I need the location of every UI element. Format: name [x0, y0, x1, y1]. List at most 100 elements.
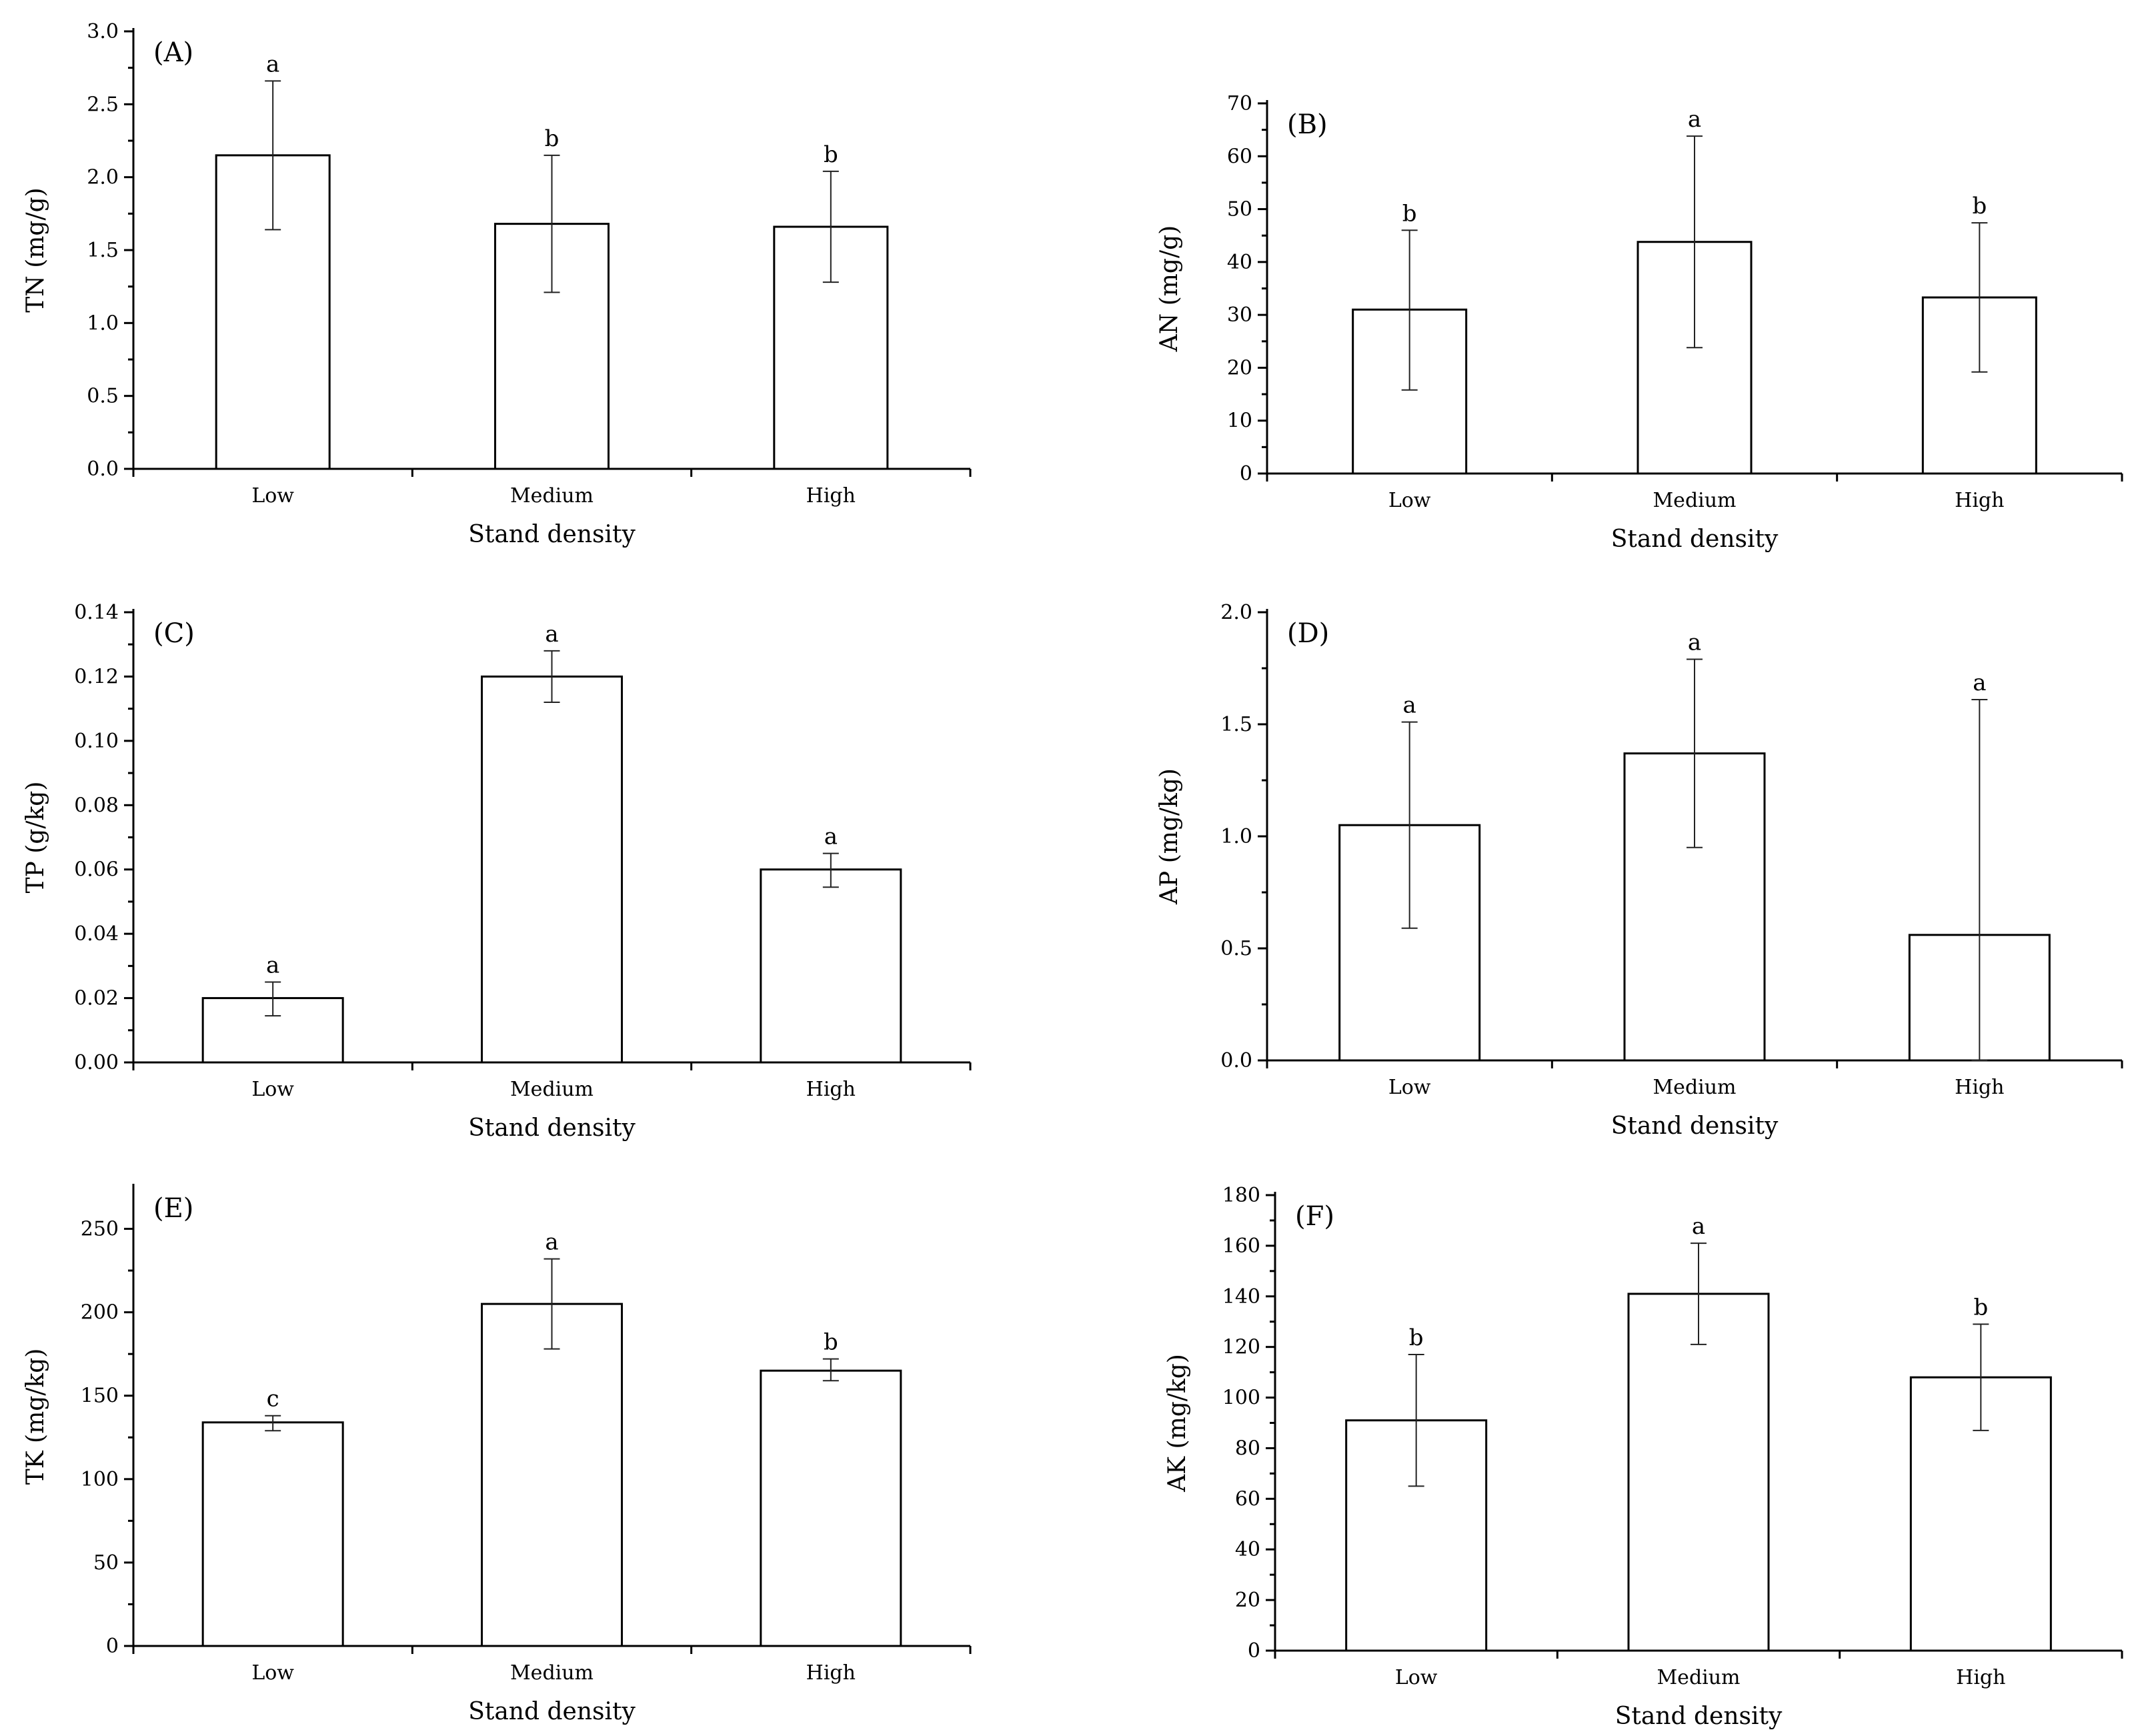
y-tick-label: 2.0: [1220, 601, 1252, 624]
x-tick-label: Low: [251, 1661, 294, 1685]
y-tick-label: 250: [81, 1218, 119, 1241]
panel-d: 0.0 0.5 1.0 1.5 2.0 a Low a Medium a High Stand den…: [1156, 601, 2123, 1140]
y-tick-label: 0.06: [74, 858, 119, 882]
y-tick-label: 30: [1227, 303, 1252, 327]
significance-letter: a: [1688, 630, 1701, 656]
x-tick-label: High: [806, 484, 856, 508]
y-axis-title: AN (mg/g): [1156, 225, 1183, 352]
y-tick-label: 100: [1222, 1387, 1260, 1410]
panel-letter: (E): [153, 1193, 193, 1224]
x-tick-label: Medium: [510, 1078, 594, 1101]
bar-medium: [481, 675, 623, 1064]
y-tick-label: 0.0: [87, 458, 119, 481]
significance-letter: b: [545, 125, 560, 152]
significance-letter: a: [266, 51, 279, 77]
x-axis-title: Stand density: [468, 1114, 636, 1142]
y-tick-label: 0.5: [87, 385, 119, 408]
y-tick-label: 40: [1235, 1538, 1260, 1561]
significance-letter: a: [266, 952, 279, 978]
y-tick-label: 20: [1235, 1589, 1260, 1612]
y-tick-label: 0.0: [1220, 1049, 1252, 1072]
y-tick-label: 0.14: [74, 601, 119, 624]
bar-medium: [1627, 1292, 1770, 1652]
y-tick-label: 3.0: [87, 20, 119, 43]
x-tick-label: Low: [1388, 1076, 1431, 1099]
y-tick-label: 180: [1222, 1184, 1260, 1207]
panel-letter: (B): [1287, 109, 1328, 140]
y-tick-label: 2.5: [87, 93, 119, 116]
y-tick-label: 1.5: [87, 239, 119, 262]
y-tick-label: 0.08: [74, 794, 119, 817]
y-tick-label: 160: [1222, 1234, 1260, 1258]
y-axis-title: TK (mg/kg): [22, 1349, 49, 1485]
x-tick-label: Low: [1388, 489, 1431, 512]
x-axis-title: Stand density: [1615, 1703, 1783, 1730]
panel-f: 0 20 40 60 80 100 120 140 160 180 b Low a Medium b High…: [1164, 1184, 2123, 1730]
significance-letter: a: [1688, 106, 1701, 133]
significance-letter: b: [1409, 1325, 1424, 1351]
x-tick-label: Medium: [1653, 489, 1736, 512]
y-tick-label: 0.04: [74, 922, 119, 946]
bar-high: [760, 1369, 902, 1647]
significance-letter: a: [545, 621, 558, 648]
y-tick-label: 0: [1240, 462, 1252, 486]
y-tick-label: 1.0: [1220, 825, 1252, 848]
x-tick-label: Medium: [510, 484, 594, 508]
y-tick-label: 40: [1227, 251, 1252, 274]
y-tick-label: 10: [1227, 409, 1252, 433]
x-tick-label: Low: [251, 1078, 294, 1101]
significance-letter: a: [1692, 1213, 1705, 1240]
significance-letter: a: [545, 1229, 558, 1256]
x-tick-label: Low: [251, 484, 294, 508]
y-tick-label: 120: [1222, 1336, 1260, 1359]
significance-letter: a: [824, 824, 838, 850]
significance-letter: c: [267, 1386, 279, 1413]
x-tick-label: Medium: [1653, 1076, 1736, 1099]
y-axis-title: TP (g/kg): [22, 782, 49, 894]
x-tick-label: High: [1955, 489, 2004, 512]
significance-letter: b: [1972, 193, 1987, 219]
y-tick-label: 70: [1227, 92, 1252, 115]
y-tick-label: 0.02: [74, 987, 119, 1010]
y-tick-label: 200: [81, 1301, 119, 1325]
y-axis-title: AP (mg/kg): [1156, 768, 1183, 905]
y-tick-label: 60: [1235, 1487, 1260, 1511]
x-axis-title: Stand density: [1611, 1112, 1779, 1140]
x-tick-label: Medium: [1657, 1666, 1740, 1689]
x-tick-label: Low: [1395, 1666, 1438, 1689]
y-tick-label: 140: [1222, 1285, 1260, 1309]
bar-medium: [481, 1303, 623, 1647]
y-tick-label: 0.10: [74, 730, 119, 753]
x-axis-title: Stand density: [468, 521, 636, 548]
x-tick-label: High: [1955, 1076, 2004, 1099]
y-tick-label: 0: [1248, 1639, 1260, 1663]
y-tick-label: 20: [1227, 356, 1252, 379]
y-tick-label: 150: [81, 1385, 119, 1408]
x-tick-label: Medium: [510, 1661, 594, 1685]
x-tick-label: High: [806, 1661, 856, 1685]
y-tick-label: 2.0: [87, 166, 119, 189]
y-tick-label: 1.5: [1220, 713, 1252, 736]
y-tick-label: 0.5: [1220, 937, 1252, 960]
significance-letter: b: [824, 1329, 838, 1356]
y-axis-title: AK (mg/kg): [1164, 1354, 1191, 1493]
panel-e: 0 50 100 150 200 250 c Low a Medium b High Stand den…: [22, 1184, 972, 1725]
panel-letter: (A): [153, 37, 193, 68]
panel-a: 0.0 0.5 1.0 1.5 2.0 2.5 3.0 a Low b Medium b High Sta…: [22, 20, 972, 548]
x-tick-label: High: [1956, 1666, 2005, 1689]
panel-letter: (F): [1295, 1201, 1334, 1232]
bar-low: [201, 1421, 344, 1647]
panel-letter: (C): [153, 618, 195, 649]
y-tick-label: 1.0: [87, 311, 119, 335]
x-tick-label: High: [806, 1078, 856, 1101]
significance-letter: a: [1403, 692, 1416, 719]
y-tick-label: 80: [1235, 1437, 1260, 1460]
panel-b: 0 10 20 30 40 50 60 70 b Low a Medium b High Stand den…: [1156, 92, 2123, 553]
x-axis-title: Stand density: [468, 1698, 636, 1725]
y-tick-label: 0: [106, 1635, 119, 1658]
y-tick-label: 0.00: [74, 1051, 119, 1074]
y-axis-title: TN (mg/g): [22, 187, 49, 312]
bar-high: [760, 868, 902, 1064]
significance-letter: a: [1973, 670, 1986, 696]
